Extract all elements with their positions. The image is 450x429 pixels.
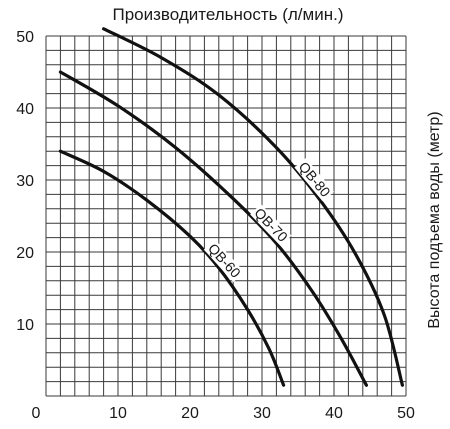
- y-tick-label: 30: [16, 173, 34, 190]
- y-tick-label: 40: [16, 101, 34, 118]
- x-tick-label: 40: [325, 405, 343, 422]
- series-line-qb-70: [58, 70, 368, 387]
- curve-label-background: [294, 157, 335, 202]
- curve-label-background: [203, 239, 245, 283]
- series-line-qb-60: [58, 149, 286, 387]
- y-tick-label: 50: [16, 29, 34, 46]
- chart-tick-labels: 0 10 20 30 40 50 10 20 30 40 50: [16, 29, 415, 422]
- curve-label-background: [250, 204, 292, 247]
- chart-title: Производительность (л/мин.): [113, 5, 344, 24]
- chart-series-group: [58, 27, 404, 387]
- x-tick-label: 50: [397, 405, 415, 422]
- y-tick-label: 20: [16, 245, 34, 262]
- x-tick-label: 0: [32, 405, 41, 422]
- y-axis-label: Высота подъема воды (метр): [426, 111, 443, 328]
- x-tick-label: 30: [253, 405, 271, 422]
- x-tick-label: 20: [181, 405, 199, 422]
- series-line-qb-80: [102, 27, 404, 387]
- x-tick-label: 10: [109, 405, 127, 422]
- y-tick-label: 10: [16, 317, 34, 334]
- chart-grid: [45, 35, 407, 397]
